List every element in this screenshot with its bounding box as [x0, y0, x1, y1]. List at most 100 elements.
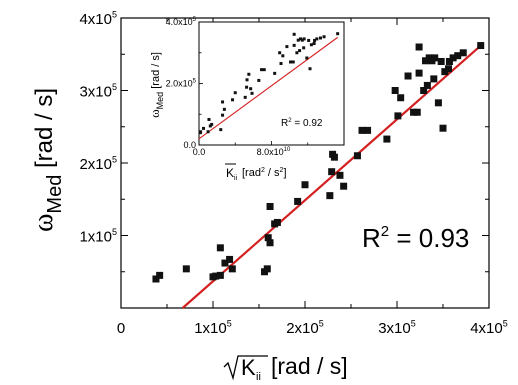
inset-data-point [318, 36, 322, 40]
main-data-point [326, 192, 334, 200]
inset-data-point [208, 124, 212, 128]
main-data-point [430, 75, 438, 83]
inset-y-tick-label: 2.0x105 [166, 79, 197, 89]
svg-text:[rad / s]: [rad / s] [271, 353, 348, 379]
main-data-point [228, 265, 236, 273]
inset-data-point [281, 54, 285, 58]
inset-data-point [292, 32, 296, 36]
inset-data-point [285, 45, 289, 49]
main-data-point [420, 87, 428, 94]
main-data-point [410, 108, 418, 116]
inset-plot-frame [198, 21, 345, 146]
main-data-point [404, 72, 412, 80]
main-data-point [454, 52, 462, 60]
main-x-tick-label: 0 [117, 320, 125, 337]
inset-data-point [279, 62, 283, 66]
inset-data-point [257, 78, 261, 82]
main-data-point [152, 275, 160, 283]
inset-data-point [233, 91, 237, 95]
main-data-point [264, 234, 272, 242]
main-data-point [445, 58, 453, 65]
svg-text:K: K [241, 355, 256, 380]
main-x-tick-labels: 0 1x105 2x105 3x105 4x105 [117, 319, 508, 337]
inset-data-point [296, 38, 300, 42]
main-data-point [353, 152, 361, 160]
main-y-tick-label: 3x105 [79, 82, 117, 100]
main-y-axis-label: ωMed [rad / s] [28, 88, 66, 232]
main-x-axis-label: K ii [rad / s] [223, 353, 348, 383]
inset-r2-annotation: R2 = 0.92 [281, 118, 323, 129]
main-data-point [383, 135, 391, 143]
main-fit-line [181, 43, 483, 309]
main-x-tick-label: 1x105 [194, 319, 232, 337]
main-data-point [437, 58, 445, 65]
inset-fit-line-group [198, 36, 338, 140]
inset-data-point [231, 98, 235, 102]
main-data-point [156, 271, 164, 279]
main-data-point [459, 49, 467, 57]
main-data-point [423, 81, 431, 89]
main-data-point [340, 182, 348, 190]
main-data-point [441, 68, 449, 76]
inset-data-point [221, 113, 225, 117]
inset-data-point [206, 130, 210, 134]
main-data-point [266, 239, 274, 247]
inset-data-point [308, 67, 312, 71]
inset-y-tick-labels: 0.0 2.0x105 4.0x105 [166, 17, 197, 150]
main-fit-line-group [181, 43, 483, 309]
main-data-point [212, 272, 220, 280]
inset-data-point [207, 117, 211, 121]
inset-y-tick-label: 0.0 [183, 140, 196, 150]
main-data-point [422, 57, 430, 65]
main-y-tick-label: 2x105 [79, 155, 117, 173]
inset-data-point [305, 56, 309, 60]
inset-data-point [299, 37, 302, 41]
main-data-point [273, 218, 281, 226]
svg-text:ωMed [rad / s]: ωMed [rad / s] [28, 88, 66, 232]
inset-y-tick-label: 4.0x105 [166, 17, 197, 27]
main-data-point [449, 54, 457, 62]
main-data-point [391, 87, 399, 94]
main-data-point [415, 43, 423, 51]
inset-data-points [198, 32, 340, 135]
inset-x-tick-label: 8.0x1010 [257, 147, 291, 157]
inset-data-point [291, 60, 295, 64]
main-data-points [152, 42, 485, 283]
inset-data-point [278, 51, 282, 55]
main-data-point [445, 65, 453, 73]
main-data-point [336, 171, 344, 179]
inset-x-axis-label: K ii [rad2 / s2] [225, 163, 287, 182]
main-data-point [397, 94, 405, 102]
svg-text:[rad2 / s2]: [rad2 / s2] [242, 167, 287, 179]
main-data-point [434, 99, 442, 107]
inset-data-point [245, 85, 249, 89]
inset-data-point [309, 43, 313, 47]
inset-data-point [221, 100, 225, 104]
main-data-point [263, 265, 271, 273]
inset-data-point [262, 68, 266, 72]
main-data-point [221, 259, 229, 267]
inset-fit-line [198, 36, 338, 140]
svg-text:ii: ii [256, 371, 261, 383]
inset-data-point [295, 51, 299, 55]
main-x-tick-label: 4x105 [470, 319, 508, 337]
inset-data-point [219, 128, 223, 132]
main-data-point [431, 54, 439, 62]
main-data-point [364, 126, 372, 134]
inset-data-point [243, 95, 247, 99]
inset-data-point [199, 130, 203, 134]
main-data-point [216, 271, 224, 279]
main-data-point [358, 126, 366, 134]
inset-data-point [222, 107, 226, 111]
inset-data-point [313, 38, 317, 42]
inset-data-point [298, 49, 302, 53]
inset-data-point [307, 38, 311, 42]
main-x-tick-label: 3x105 [378, 319, 416, 337]
inset-y-axis-label: ωMed [rad / s] [147, 52, 165, 118]
main-data-point [216, 244, 224, 252]
main-data-point [226, 255, 234, 263]
inset-data-point [315, 37, 319, 41]
inset-data-point [292, 43, 296, 47]
inset-data-point [289, 60, 293, 64]
